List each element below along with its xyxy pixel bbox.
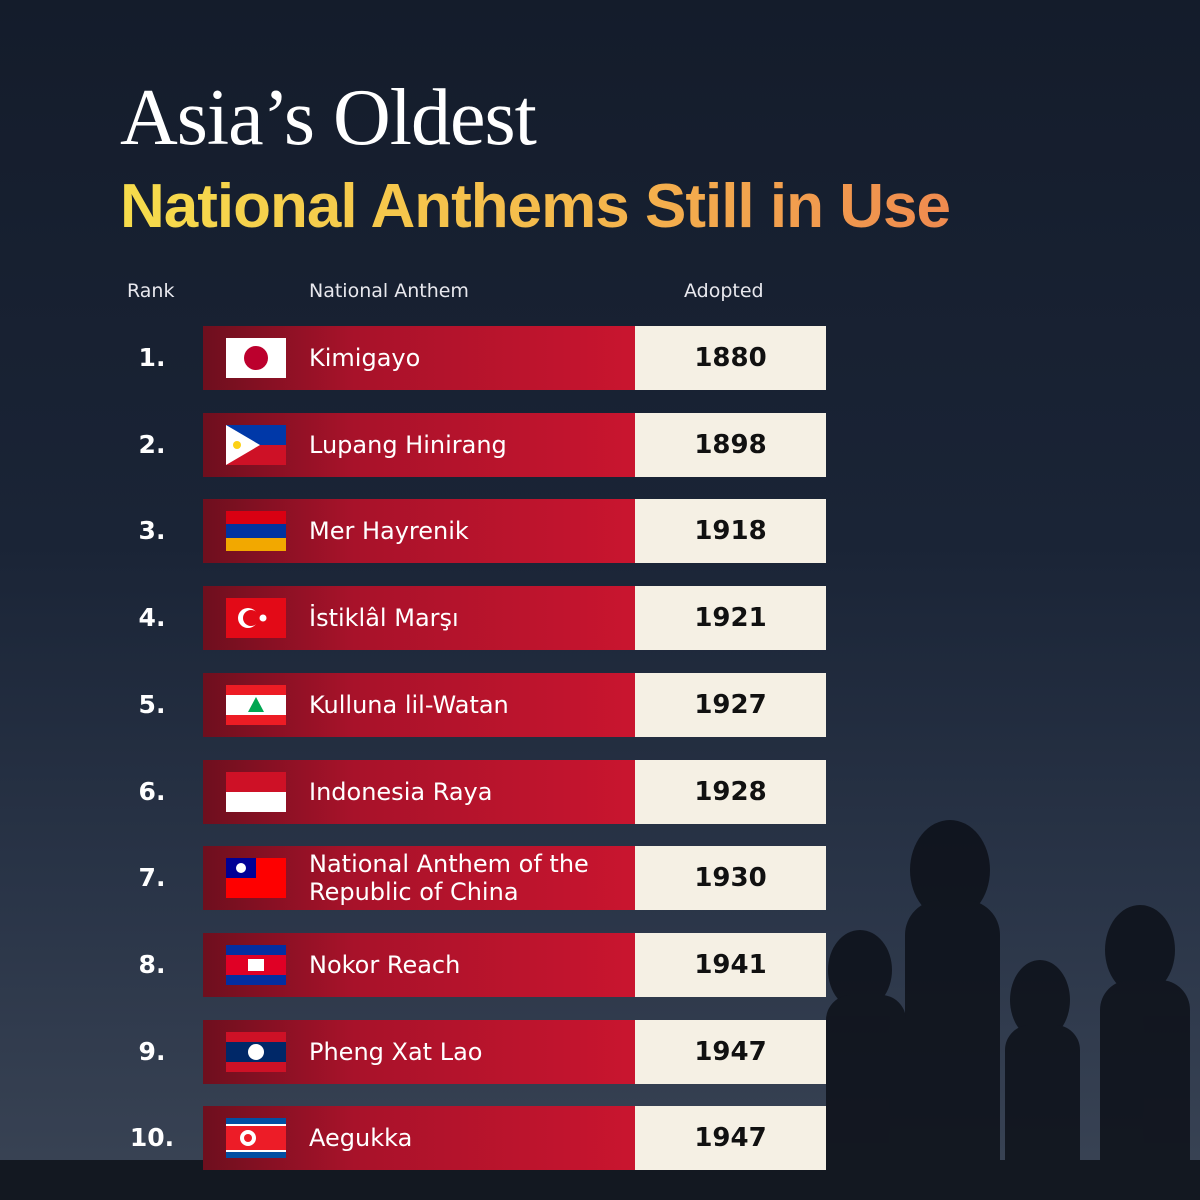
flag	[226, 1118, 286, 1159]
rank: 5.	[138, 689, 166, 719]
anthem-name: Lupang Hinirang	[309, 430, 507, 459]
flag	[226, 424, 286, 465]
adopted-year: 1928	[635, 759, 826, 824]
table-row: 7. National Anthem of the Republic of Chi…	[0, 846, 1200, 911]
flag	[226, 598, 286, 639]
adopted-year: 1880	[635, 326, 826, 390]
adopted-year: 1927	[635, 672, 826, 737]
adopted-year: 1941	[635, 932, 826, 997]
table-row: 4. İstiklâl Marşı 1921	[0, 586, 1200, 651]
flag	[226, 1031, 286, 1072]
flag	[226, 944, 286, 985]
table-row: 8. Nokor Reach 1941	[0, 932, 1200, 997]
table-row: 6. Indonesia Raya 1928	[0, 759, 1200, 824]
flag	[226, 684, 286, 725]
table-row: 2. Lupang Hinirang 1898	[0, 412, 1200, 477]
column-header: Adopted	[684, 280, 764, 302]
anthem-name: Mer Hayrenik	[309, 517, 469, 546]
anthem-name: Indonesia Raya	[309, 777, 493, 806]
table-row: 1. Kimigayo 1880	[0, 326, 1200, 390]
rank: 1.	[138, 343, 166, 372]
table-row: 5. Kulluna lil-Watan 1927	[0, 672, 1200, 737]
column-header: National Anthem	[309, 280, 469, 302]
table-row: 3. Mer Hayrenik 1918	[0, 499, 1200, 564]
flag	[226, 338, 286, 378]
rank: 10.	[129, 1123, 175, 1153]
table-row: 9. Pheng Xat Lao 1947	[0, 1019, 1200, 1084]
adopted-year: 1947	[635, 1019, 826, 1084]
adopted-year: 1898	[635, 412, 826, 477]
adopted-year: 1918	[635, 499, 826, 564]
anthem-name: İstiklâl Marşı	[309, 604, 459, 633]
rank: 2.	[138, 429, 166, 459]
rank: 3.	[138, 516, 166, 546]
rank: 9.	[138, 1036, 166, 1066]
column-header: Rank	[127, 280, 175, 302]
rank: 7.	[138, 863, 166, 893]
anthem-name: Pheng Xat Lao	[309, 1037, 483, 1066]
table-row: 10. Aegukka 1947	[0, 1106, 1200, 1171]
adopted-year: 1921	[635, 586, 826, 651]
anthem-name: National Anthem of the Republic of China	[309, 850, 589, 907]
flag	[226, 858, 286, 899]
title: Asia’s Oldest	[120, 74, 537, 162]
rank: 8.	[138, 949, 166, 979]
subtitle: National Anthems Still in Use	[120, 172, 951, 241]
rank: 6.	[138, 776, 166, 806]
anthem-name: Kimigayo	[309, 344, 421, 372]
anthem-name: Aegukka	[309, 1124, 413, 1153]
flag	[226, 511, 286, 552]
silhouettes	[0, 820, 1200, 1200]
rank: 4.	[138, 603, 166, 633]
flag	[226, 771, 286, 812]
adopted-year: 1930	[635, 846, 826, 911]
anthem-name: Nokor Reach	[309, 950, 461, 979]
anthem-name: Kulluna lil-Watan	[309, 690, 509, 719]
adopted-year: 1947	[635, 1106, 826, 1171]
